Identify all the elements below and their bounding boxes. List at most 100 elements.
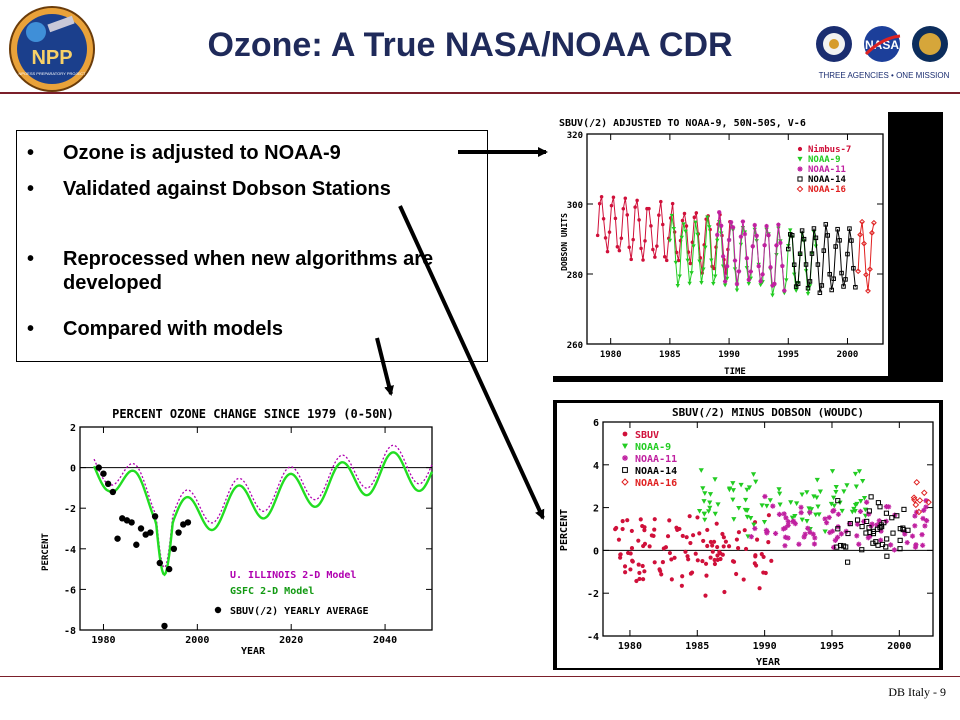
- data-point: [726, 544, 732, 549]
- npp-logo-text: NPP: [31, 47, 72, 69]
- data-point: [625, 213, 630, 217]
- data-point: [630, 559, 635, 564]
- data-point: [881, 520, 887, 526]
- data-point: [742, 528, 747, 533]
- legend-label: GSFC 2-D Model: [230, 586, 314, 597]
- data-point: [709, 258, 714, 263]
- sbuv-data-point: [104, 480, 112, 488]
- data-point: [831, 503, 837, 509]
- data-point: [727, 486, 733, 492]
- data-point: [766, 540, 771, 545]
- data-point: [764, 223, 769, 229]
- data-point: [647, 206, 651, 211]
- data-point: [639, 246, 643, 251]
- data-point: [736, 269, 742, 274]
- data-point: [726, 237, 732, 243]
- legend-label: NOAA-14: [635, 466, 677, 477]
- y-tick-label: 280: [567, 271, 583, 281]
- data-point: [923, 498, 929, 504]
- x-tick-label: 1985: [659, 350, 681, 360]
- data-point: [821, 248, 827, 253]
- series-line: [787, 224, 856, 293]
- y-tick-label: 300: [567, 201, 583, 211]
- legend-label: NOAA-9: [635, 442, 671, 453]
- data-point: [827, 271, 832, 277]
- npp-logo: NPP NPOESS PREPARATORY PROJECT: [9, 6, 95, 92]
- data-point: [913, 542, 919, 548]
- data-point: [828, 501, 834, 507]
- data-point: [764, 503, 770, 509]
- data-point: [685, 554, 690, 559]
- data-point: [759, 552, 764, 557]
- data-point: [703, 245, 708, 250]
- data-point: [736, 546, 741, 551]
- data-point: [620, 526, 625, 532]
- data-point: [791, 262, 797, 268]
- data-point: [713, 274, 718, 279]
- agencies-logo: NASA THREE AGENCIES • ONE MISSION: [816, 26, 950, 80]
- data-point: [722, 589, 727, 595]
- data-point: [905, 527, 911, 533]
- legend-marker: [797, 176, 803, 182]
- data-point: [732, 258, 738, 263]
- bullet-item: • Validated against Dobson Stations: [27, 177, 453, 201]
- data-point: [878, 537, 884, 543]
- data-point: [734, 571, 739, 577]
- data-point: [696, 508, 703, 514]
- data-point: [722, 283, 728, 288]
- data-point: [838, 531, 844, 537]
- data-point: [829, 528, 836, 534]
- data-point: [832, 537, 838, 544]
- data-point: [723, 539, 728, 544]
- data-point: [692, 215, 697, 220]
- data-point: [805, 525, 811, 531]
- data-point: [859, 547, 865, 553]
- data-point: [689, 570, 695, 575]
- data-point: [748, 269, 753, 274]
- data-point: [894, 513, 900, 519]
- data-point: [801, 236, 807, 242]
- data-point: [877, 525, 883, 531]
- data-point: [799, 517, 805, 523]
- data-point: [803, 269, 809, 274]
- data-point: [637, 570, 642, 575]
- data-point: [767, 498, 773, 503]
- data-point: [703, 593, 708, 598]
- data-point: [829, 469, 836, 474]
- x-tick-label: 1985: [685, 641, 709, 652]
- legend-marker: [622, 443, 628, 449]
- x-tick-label: 2000: [185, 635, 209, 646]
- data-point: [870, 530, 877, 537]
- data-point: [720, 254, 726, 259]
- bullet-text: Ozone is adjusted to NOAA-9: [63, 142, 341, 164]
- data-point: [642, 569, 647, 574]
- data-point: [790, 518, 797, 524]
- data-point: [744, 256, 750, 261]
- data-point: [856, 541, 862, 547]
- data-point: [817, 290, 823, 296]
- data-point: [861, 495, 868, 501]
- data-point: [864, 499, 870, 505]
- data-point: [635, 198, 639, 203]
- data-point: [782, 543, 788, 549]
- data-point: [755, 537, 760, 542]
- data-point: [789, 515, 796, 521]
- data-point: [601, 216, 606, 221]
- data-point: [670, 201, 675, 206]
- data-point: [807, 509, 813, 516]
- data-point: [652, 517, 657, 522]
- data-point: [637, 576, 642, 582]
- data-point: [912, 501, 920, 509]
- x-tick-label: 1980: [91, 635, 115, 646]
- plot-frame: [602, 421, 934, 637]
- data-point: [826, 514, 832, 521]
- data-point: [777, 491, 783, 497]
- data-point: [902, 529, 908, 535]
- minus-dobson-chart: SBUV(/2) MINUS DOBSON (WOUDC) 1980 1985 199…: [553, 400, 943, 670]
- data-point: [746, 277, 752, 282]
- data-point: [715, 238, 720, 243]
- data-point: [637, 218, 641, 222]
- data-point: [841, 284, 846, 289]
- data-point: [912, 513, 918, 519]
- data-point: [910, 494, 918, 501]
